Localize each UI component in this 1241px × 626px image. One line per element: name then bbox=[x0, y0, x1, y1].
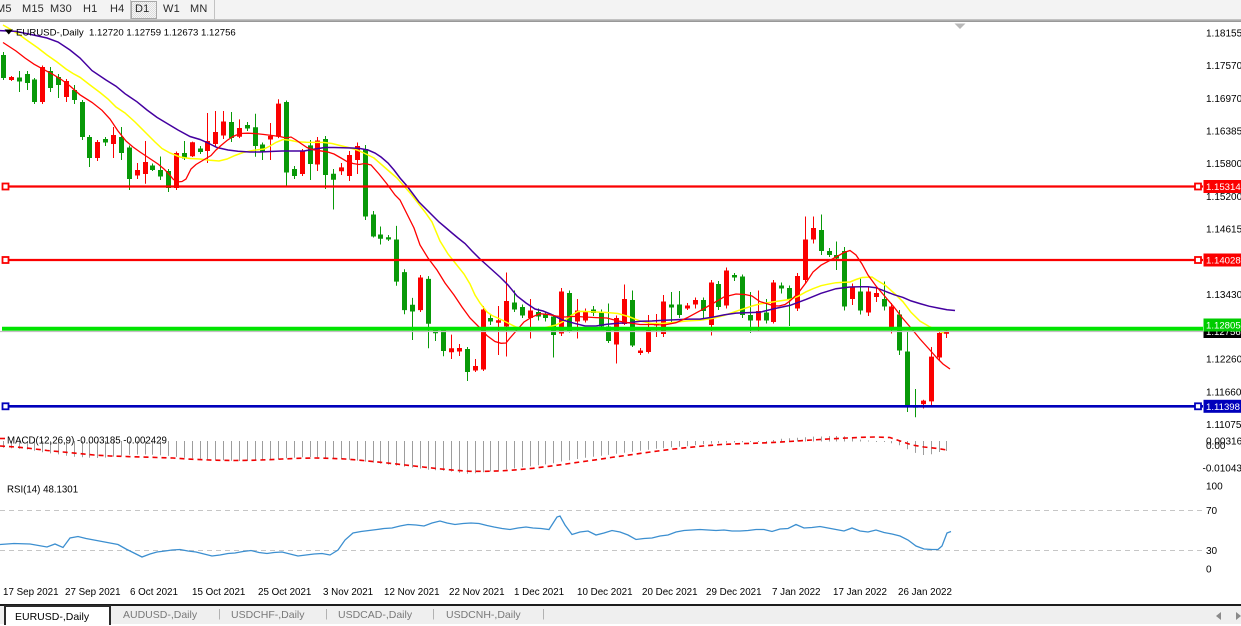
svg-text:25 Oct 2021: 25 Oct 2021 bbox=[258, 587, 311, 598]
svg-text:0: 0 bbox=[1206, 565, 1212, 576]
svg-text:1.16970: 1.16970 bbox=[1206, 94, 1241, 105]
svg-text:1.15800: 1.15800 bbox=[1206, 159, 1241, 170]
svg-text:17 Jan 2022: 17 Jan 2022 bbox=[833, 587, 887, 598]
svg-text:30: 30 bbox=[1206, 546, 1218, 557]
svg-text:12 Nov 2021: 12 Nov 2021 bbox=[384, 587, 440, 598]
svg-text:0.00: 0.00 bbox=[1206, 441, 1226, 452]
svg-text:7 Jan 2022: 7 Jan 2022 bbox=[772, 587, 820, 598]
svg-text:1.14615: 1.14615 bbox=[1206, 224, 1241, 235]
svg-text:1.14028: 1.14028 bbox=[1206, 256, 1241, 267]
svg-text:1.11398: 1.11398 bbox=[1206, 402, 1240, 413]
svg-text:0.003165: 0.003165 bbox=[1206, 437, 1241, 448]
svg-text:1.12805: 1.12805 bbox=[1206, 321, 1241, 332]
svg-text:100: 100 bbox=[1206, 482, 1223, 493]
svg-text:27 Sep 2021: 27 Sep 2021 bbox=[65, 587, 121, 598]
svg-text:1.18155: 1.18155 bbox=[1206, 29, 1241, 40]
svg-text:1.11075: 1.11075 bbox=[1206, 420, 1241, 431]
svg-text:1.15314: 1.15314 bbox=[1206, 182, 1241, 193]
svg-text:1.12756: 1.12756 bbox=[1206, 327, 1241, 338]
svg-text:17 Sep 2021: 17 Sep 2021 bbox=[3, 587, 59, 598]
svg-text:1.16385: 1.16385 bbox=[1206, 127, 1241, 138]
svg-text:1 Dec 2021: 1 Dec 2021 bbox=[514, 587, 564, 598]
svg-text:MACD(12,26,9) -0.003185 -0.002: MACD(12,26,9) -0.003185 -0.002429 bbox=[7, 436, 167, 447]
svg-text:29 Dec 2021: 29 Dec 2021 bbox=[706, 587, 762, 598]
svg-text:70: 70 bbox=[1206, 506, 1218, 517]
svg-text:RSI(14) 48.1301: RSI(14) 48.1301 bbox=[7, 485, 78, 496]
svg-text:10 Dec 2021: 10 Dec 2021 bbox=[577, 587, 633, 598]
svg-text:22 Nov 2021: 22 Nov 2021 bbox=[449, 587, 505, 598]
svg-text:1.15200: 1.15200 bbox=[1206, 192, 1241, 203]
svg-text:6 Oct 2021: 6 Oct 2021 bbox=[130, 587, 178, 598]
svg-text:1.11660: 1.11660 bbox=[1206, 388, 1241, 399]
svg-text:20 Dec 2021: 20 Dec 2021 bbox=[642, 587, 698, 598]
svg-text:3 Nov 2021: 3 Nov 2021 bbox=[323, 587, 373, 598]
svg-text:15 Oct 2021: 15 Oct 2021 bbox=[192, 587, 245, 598]
svg-text:1.17570: 1.17570 bbox=[1206, 61, 1241, 72]
svg-text:EURUSD-,Daily 1.12720 1.12759: EURUSD-,Daily 1.12720 1.12759 1.12673 1.… bbox=[16, 28, 236, 39]
svg-text:1.12260: 1.12260 bbox=[1206, 354, 1241, 365]
svg-text:26 Jan 2022: 26 Jan 2022 bbox=[898, 587, 952, 598]
svg-text:-0.010432: -0.010432 bbox=[1203, 464, 1241, 475]
svg-text:1.13430: 1.13430 bbox=[1206, 290, 1241, 301]
